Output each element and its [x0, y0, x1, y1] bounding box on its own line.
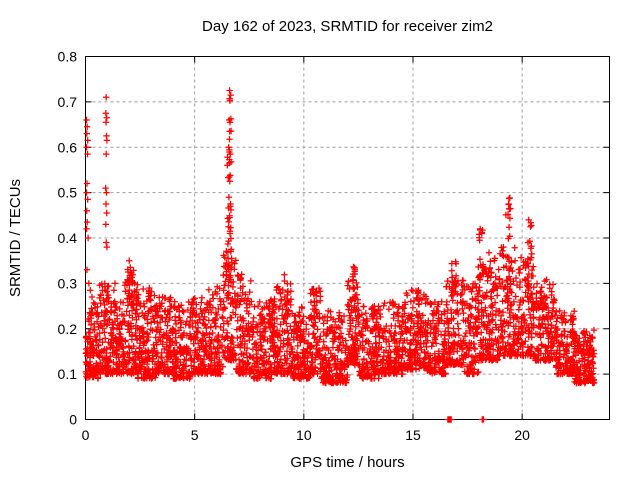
data-points — [82, 87, 598, 423]
tick-label: 5 — [191, 427, 199, 443]
tick-label: 0.7 — [58, 94, 78, 110]
tick-label: 0.3 — [58, 275, 78, 291]
axis-tick-labels: 0 5 10 15 20 0 0.1 0.2 0.3 0.4 0.5 0.6 0.7 0.8 — [58, 49, 531, 444]
y-axis-label: SRMTID / TECUs — [7, 179, 24, 297]
tick-label: 0.6 — [58, 139, 78, 155]
tick-label: 0.8 — [58, 49, 78, 65]
tick-label: 0.5 — [58, 185, 78, 201]
tick-label: 0.1 — [58, 366, 78, 382]
tick-label: 0.2 — [58, 321, 78, 337]
x-axis-label: GPS time / hours — [290, 454, 404, 471]
tick-label: 15 — [405, 427, 421, 443]
tick-label: 20 — [514, 427, 530, 443]
chart-title: Day 162 of 2023, SRMTID for receiver zim… — [202, 18, 493, 35]
tick-label: 0.4 — [58, 230, 78, 246]
tick-label: 0 — [69, 412, 77, 428]
tick-label: 10 — [296, 427, 312, 443]
tick-label: 0 — [82, 427, 90, 443]
